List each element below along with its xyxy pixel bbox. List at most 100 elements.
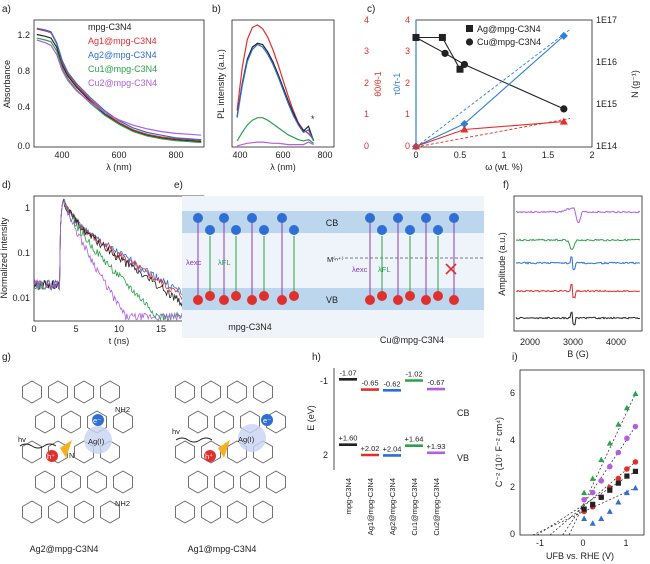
b-series-line bbox=[236, 43, 315, 142]
i-square-marker bbox=[598, 494, 604, 500]
panel-a-frame bbox=[33, 19, 205, 148]
i-triangle-marker bbox=[606, 440, 613, 446]
i-triangle-marker bbox=[598, 456, 605, 463]
c-legend-circle-marker bbox=[465, 38, 474, 46]
i-fit-line bbox=[549, 461, 636, 536]
i-fit-line bbox=[568, 393, 636, 536]
i-circle-marker bbox=[632, 459, 639, 465]
f-epr-trace bbox=[515, 238, 641, 250]
f-xlabel: B (G) bbox=[567, 349, 589, 359]
b-xlabel: λ (nm) bbox=[270, 162, 296, 172]
g-ag-left: Ag(I) bbox=[88, 437, 105, 446]
a-series-line bbox=[36, 27, 202, 141]
h-ylabel: E (eV) bbox=[306, 405, 316, 431]
e-lambda-fl-right: λFL bbox=[378, 265, 391, 274]
i-triangle-marker bbox=[581, 515, 588, 521]
g-left-ring bbox=[35, 410, 55, 434]
c-ym-3: 3 bbox=[364, 46, 369, 56]
c-xt-2: 1 bbox=[501, 150, 506, 160]
c-legend-ag: Ag@mpg-C3N4 bbox=[477, 24, 541, 34]
e-electron-icon bbox=[449, 213, 459, 223]
a-ylabel: Absorbance bbox=[2, 60, 12, 108]
g-excitation-glow-right bbox=[218, 440, 230, 458]
h-cb-label: CB bbox=[457, 408, 470, 418]
g-right-ring bbox=[227, 380, 247, 404]
a-xtick-600: 600 bbox=[111, 150, 126, 160]
panel-label-e: e) bbox=[174, 180, 183, 191]
g-hole-right bbox=[204, 450, 216, 462]
g-electron-left bbox=[92, 414, 104, 426]
b-xtick-400: 400 bbox=[232, 150, 247, 160]
h-category-label: Ag1@mpg-C3N4 bbox=[366, 478, 375, 535]
g-right-ring bbox=[201, 380, 221, 404]
c-legend: Ag@mpg-C3N4 Cu@mpg-C3N4 bbox=[465, 24, 541, 47]
panel-i: i) 0 2 4 6 -1 0 1 UFB vs. RHE (V) C⁻² (1… bbox=[494, 352, 645, 561]
d-xt-0: 0 bbox=[31, 324, 36, 334]
e-hole-icon bbox=[193, 295, 203, 305]
d-xlabel: t (ns) bbox=[109, 336, 130, 346]
c-diamond-marker bbox=[460, 119, 469, 128]
c-circle-marker bbox=[441, 49, 449, 57]
c-ym-2: 2 bbox=[364, 78, 369, 88]
b-xtick-600: 600 bbox=[275, 150, 290, 160]
i-xt-1: 1 bbox=[623, 538, 628, 548]
h-vb-label: VB bbox=[457, 453, 469, 463]
a-xlabel: λ (nm) bbox=[106, 162, 132, 172]
i-square-marker bbox=[615, 480, 621, 486]
c-ym-1: 1 bbox=[364, 109, 369, 119]
i-triangle-marker bbox=[623, 404, 630, 411]
c-red-fit bbox=[415, 117, 571, 148]
g-right-ring bbox=[214, 410, 234, 434]
f-xt-2000: 2000 bbox=[520, 337, 540, 347]
a-legend-ag1: Ag1@mpg-C3N4 bbox=[88, 36, 157, 46]
h-vb-value: +1.93 bbox=[427, 442, 446, 451]
c-legend-square-marker bbox=[466, 25, 473, 32]
panel-e: e) CB VB M⁽ⁿ⁺⁾ λexc λFL λexc λFL mpg-C3N… bbox=[174, 180, 484, 345]
g-left-ring bbox=[61, 410, 81, 434]
c-square-marker bbox=[456, 65, 464, 73]
c-series-line bbox=[416, 36, 461, 70]
f-epr-trace bbox=[515, 256, 641, 271]
c-ym-0: 0 bbox=[364, 141, 369, 151]
a-legend-cu2: Cu2@mpg-C3N4 bbox=[88, 78, 157, 88]
g-h-right: h⁺ bbox=[205, 452, 213, 461]
g-left-ring bbox=[74, 380, 94, 404]
c-triangle-marker bbox=[460, 125, 469, 133]
d-xt-5: 5 bbox=[73, 324, 78, 334]
c-square-marker bbox=[438, 33, 446, 41]
c-yl-1: 1 bbox=[405, 109, 410, 119]
f-epr-trace bbox=[515, 311, 641, 326]
h-cb-value: -0.62 bbox=[383, 379, 400, 388]
g-left-ring bbox=[22, 380, 42, 404]
e-electron-icon bbox=[219, 213, 229, 223]
c-left-ticks: 0 1 2 3 4 bbox=[405, 15, 410, 151]
f-xt-4000: 4000 bbox=[606, 337, 626, 347]
g-right-ring bbox=[175, 380, 195, 404]
g-electron-right bbox=[261, 414, 273, 426]
g-left-ring bbox=[48, 500, 68, 524]
i-yt-0: 0 bbox=[510, 529, 515, 539]
c-xt-0: 0 bbox=[413, 150, 418, 160]
g-nh2-top: NH2 bbox=[115, 405, 130, 414]
i-yt-2: 2 bbox=[510, 482, 515, 492]
i-triangle-marker bbox=[589, 475, 596, 481]
g-left-ring bbox=[87, 470, 107, 494]
c-yl-2: 2 bbox=[405, 78, 410, 88]
g-right-ring bbox=[214, 470, 234, 494]
i-xt-m1: -1 bbox=[536, 538, 544, 548]
e-relaxed-electron-icon bbox=[205, 225, 215, 235]
g-ag-right: Ag(I) bbox=[238, 435, 255, 444]
g-right-ring bbox=[201, 500, 221, 524]
e-lambda-fl-left: λFL bbox=[218, 258, 231, 267]
c-yl-4: 4 bbox=[405, 15, 410, 25]
i-circle-marker bbox=[598, 477, 605, 484]
i-triangle-marker bbox=[581, 489, 588, 496]
g-right-ring bbox=[253, 380, 273, 404]
i-ylabel: C⁻² (10⁷ F⁻² cm⁴) bbox=[494, 417, 504, 487]
a-ytick-0.4: 0.4 bbox=[17, 102, 30, 112]
e-relaxed-electron-icon bbox=[377, 225, 387, 235]
c-blue-fit bbox=[415, 29, 571, 148]
g-left-ring bbox=[113, 410, 133, 434]
panel-i-frame bbox=[519, 369, 645, 536]
g-right-ring bbox=[240, 470, 260, 494]
